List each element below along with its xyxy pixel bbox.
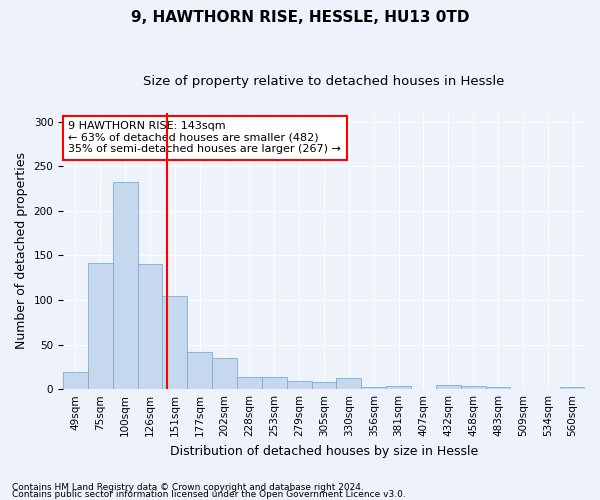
Text: 9, HAWTHORN RISE, HESSLE, HU13 0TD: 9, HAWTHORN RISE, HESSLE, HU13 0TD — [131, 10, 469, 25]
Bar — [560, 388, 585, 389]
Bar — [361, 386, 386, 389]
Bar — [187, 352, 212, 389]
Bar — [163, 296, 187, 389]
Bar — [311, 382, 337, 389]
Bar — [137, 264, 163, 389]
Bar — [287, 381, 311, 389]
Text: Contains public sector information licensed under the Open Government Licence v3: Contains public sector information licen… — [12, 490, 406, 499]
Bar — [461, 386, 485, 389]
Bar — [337, 378, 361, 389]
Text: Contains HM Land Registry data © Crown copyright and database right 2024.: Contains HM Land Registry data © Crown c… — [12, 484, 364, 492]
Title: Size of property relative to detached houses in Hessle: Size of property relative to detached ho… — [143, 75, 505, 88]
X-axis label: Distribution of detached houses by size in Hessle: Distribution of detached houses by size … — [170, 444, 478, 458]
Y-axis label: Number of detached properties: Number of detached properties — [15, 152, 28, 350]
Bar — [113, 182, 137, 389]
Bar — [436, 384, 461, 389]
Bar — [237, 376, 262, 389]
Text: 9 HAWTHORN RISE: 143sqm
← 63% of detached houses are smaller (482)
35% of semi-d: 9 HAWTHORN RISE: 143sqm ← 63% of detache… — [68, 121, 341, 154]
Bar — [485, 386, 511, 389]
Bar — [212, 358, 237, 389]
Bar — [262, 376, 287, 389]
Bar — [63, 372, 88, 389]
Bar — [386, 386, 411, 389]
Bar — [88, 262, 113, 389]
